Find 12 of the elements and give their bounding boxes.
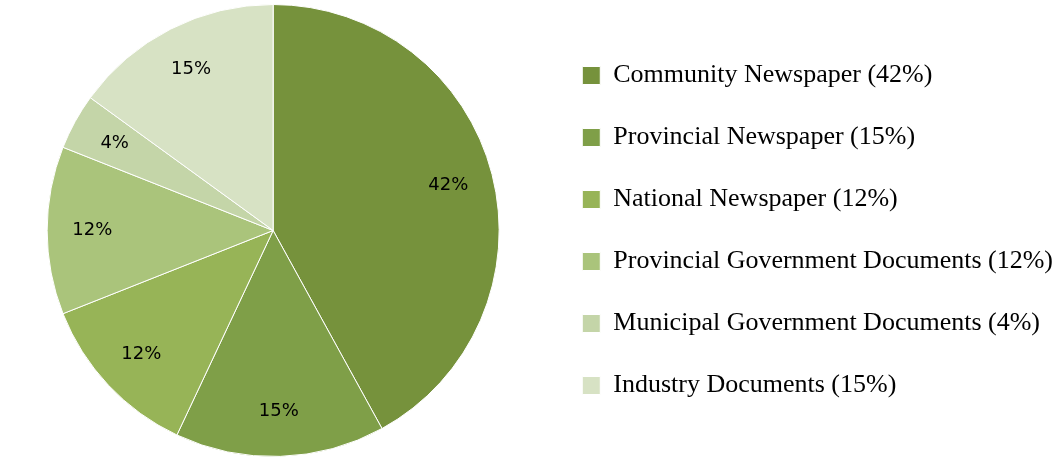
legend-label: Municipal Government Documents (4%) [613,307,1041,337]
legend-label: Industry Documents (15%) [613,369,897,399]
data-label: 15% [258,398,299,420]
legend-label: Community Newspaper (42%) [613,59,933,89]
data-label: 4% [100,131,129,153]
legend-label: Provincial Newspaper (15%) [613,121,916,151]
legend-label: National Newspaper (12%) [613,183,898,213]
legend-label: Provincial Government Documents (12%) [613,245,1054,275]
data-label: 12% [72,218,113,240]
data-label: 15% [171,57,212,79]
data-label: 42% [428,173,469,195]
data-label: 12% [121,341,162,363]
